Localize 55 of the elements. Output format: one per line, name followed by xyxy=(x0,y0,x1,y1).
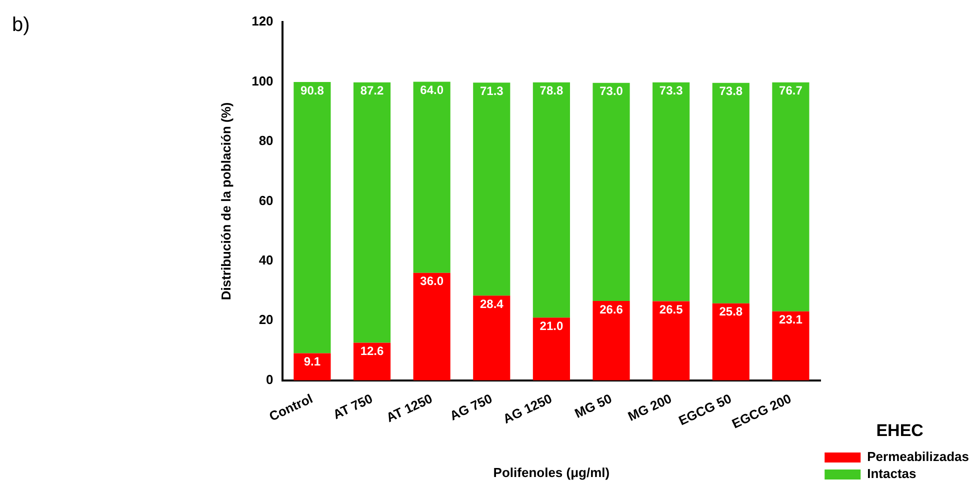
data-label: 78.8 xyxy=(540,84,564,98)
bar xyxy=(413,82,450,273)
data-label: 36.0 xyxy=(420,274,444,288)
data-label: 73.0 xyxy=(600,84,624,98)
y-axis-title: Distribución de la población (%) xyxy=(218,102,234,300)
bar xyxy=(532,82,570,318)
text: b) xyxy=(12,14,30,37)
bar xyxy=(473,296,510,380)
bar xyxy=(772,82,810,312)
y-tick-label: 60 xyxy=(258,192,274,208)
bar xyxy=(652,301,690,380)
data-label: 64.0 xyxy=(420,83,444,98)
y-tick-label: 20 xyxy=(258,312,274,328)
x-tick-label: AG 750 xyxy=(447,390,494,424)
data-label: 28.4 xyxy=(480,296,504,311)
data-label: 73.8 xyxy=(719,84,743,98)
x-tick-label: MG 200 xyxy=(626,390,674,424)
data-label: 26.6 xyxy=(600,302,624,316)
bar xyxy=(413,272,450,380)
y-tick-label: 40 xyxy=(258,252,274,268)
bar xyxy=(294,82,331,354)
data-label: 90.8 xyxy=(300,83,324,98)
y-tick-label: 0 xyxy=(266,372,274,387)
data-label: 73.3 xyxy=(659,84,684,98)
legend-label: Permeabilizadas xyxy=(867,449,970,464)
bar xyxy=(592,82,630,301)
data-label: 9.1 xyxy=(304,354,321,369)
data-label: 26.5 xyxy=(659,302,684,317)
y-tick-label: 80 xyxy=(258,133,274,148)
bar xyxy=(772,311,810,380)
bar xyxy=(712,303,750,380)
data-label: 71.3 xyxy=(480,84,504,98)
bar xyxy=(652,82,690,302)
legend-label: Intactas xyxy=(867,466,916,482)
data-label: 25.8 xyxy=(719,304,743,319)
x-tick-label: MG 50 xyxy=(572,390,614,421)
legend-title: EHEC xyxy=(876,420,924,440)
data-label: 87.2 xyxy=(360,84,384,98)
bar xyxy=(473,82,510,296)
bar xyxy=(353,342,391,380)
data-label: 21.0 xyxy=(540,318,564,333)
bar xyxy=(532,318,570,380)
data-label: 76.7 xyxy=(779,84,803,98)
data-label: 23.1 xyxy=(779,312,803,327)
x-tick-label: AT 750 xyxy=(330,390,375,422)
bar xyxy=(592,300,630,380)
x-axis-title: Polifenoles (μg/ml) xyxy=(493,464,610,480)
data-label: 12.6 xyxy=(360,344,384,358)
bar xyxy=(294,353,331,380)
x-tick-label: AG 1250 xyxy=(500,390,554,426)
x-tick-label: AT 1250 xyxy=(384,390,435,426)
y-tick-label: 100 xyxy=(252,73,274,88)
bar xyxy=(353,82,391,343)
y-tick-label: 120 xyxy=(252,14,274,29)
bar xyxy=(712,82,750,304)
